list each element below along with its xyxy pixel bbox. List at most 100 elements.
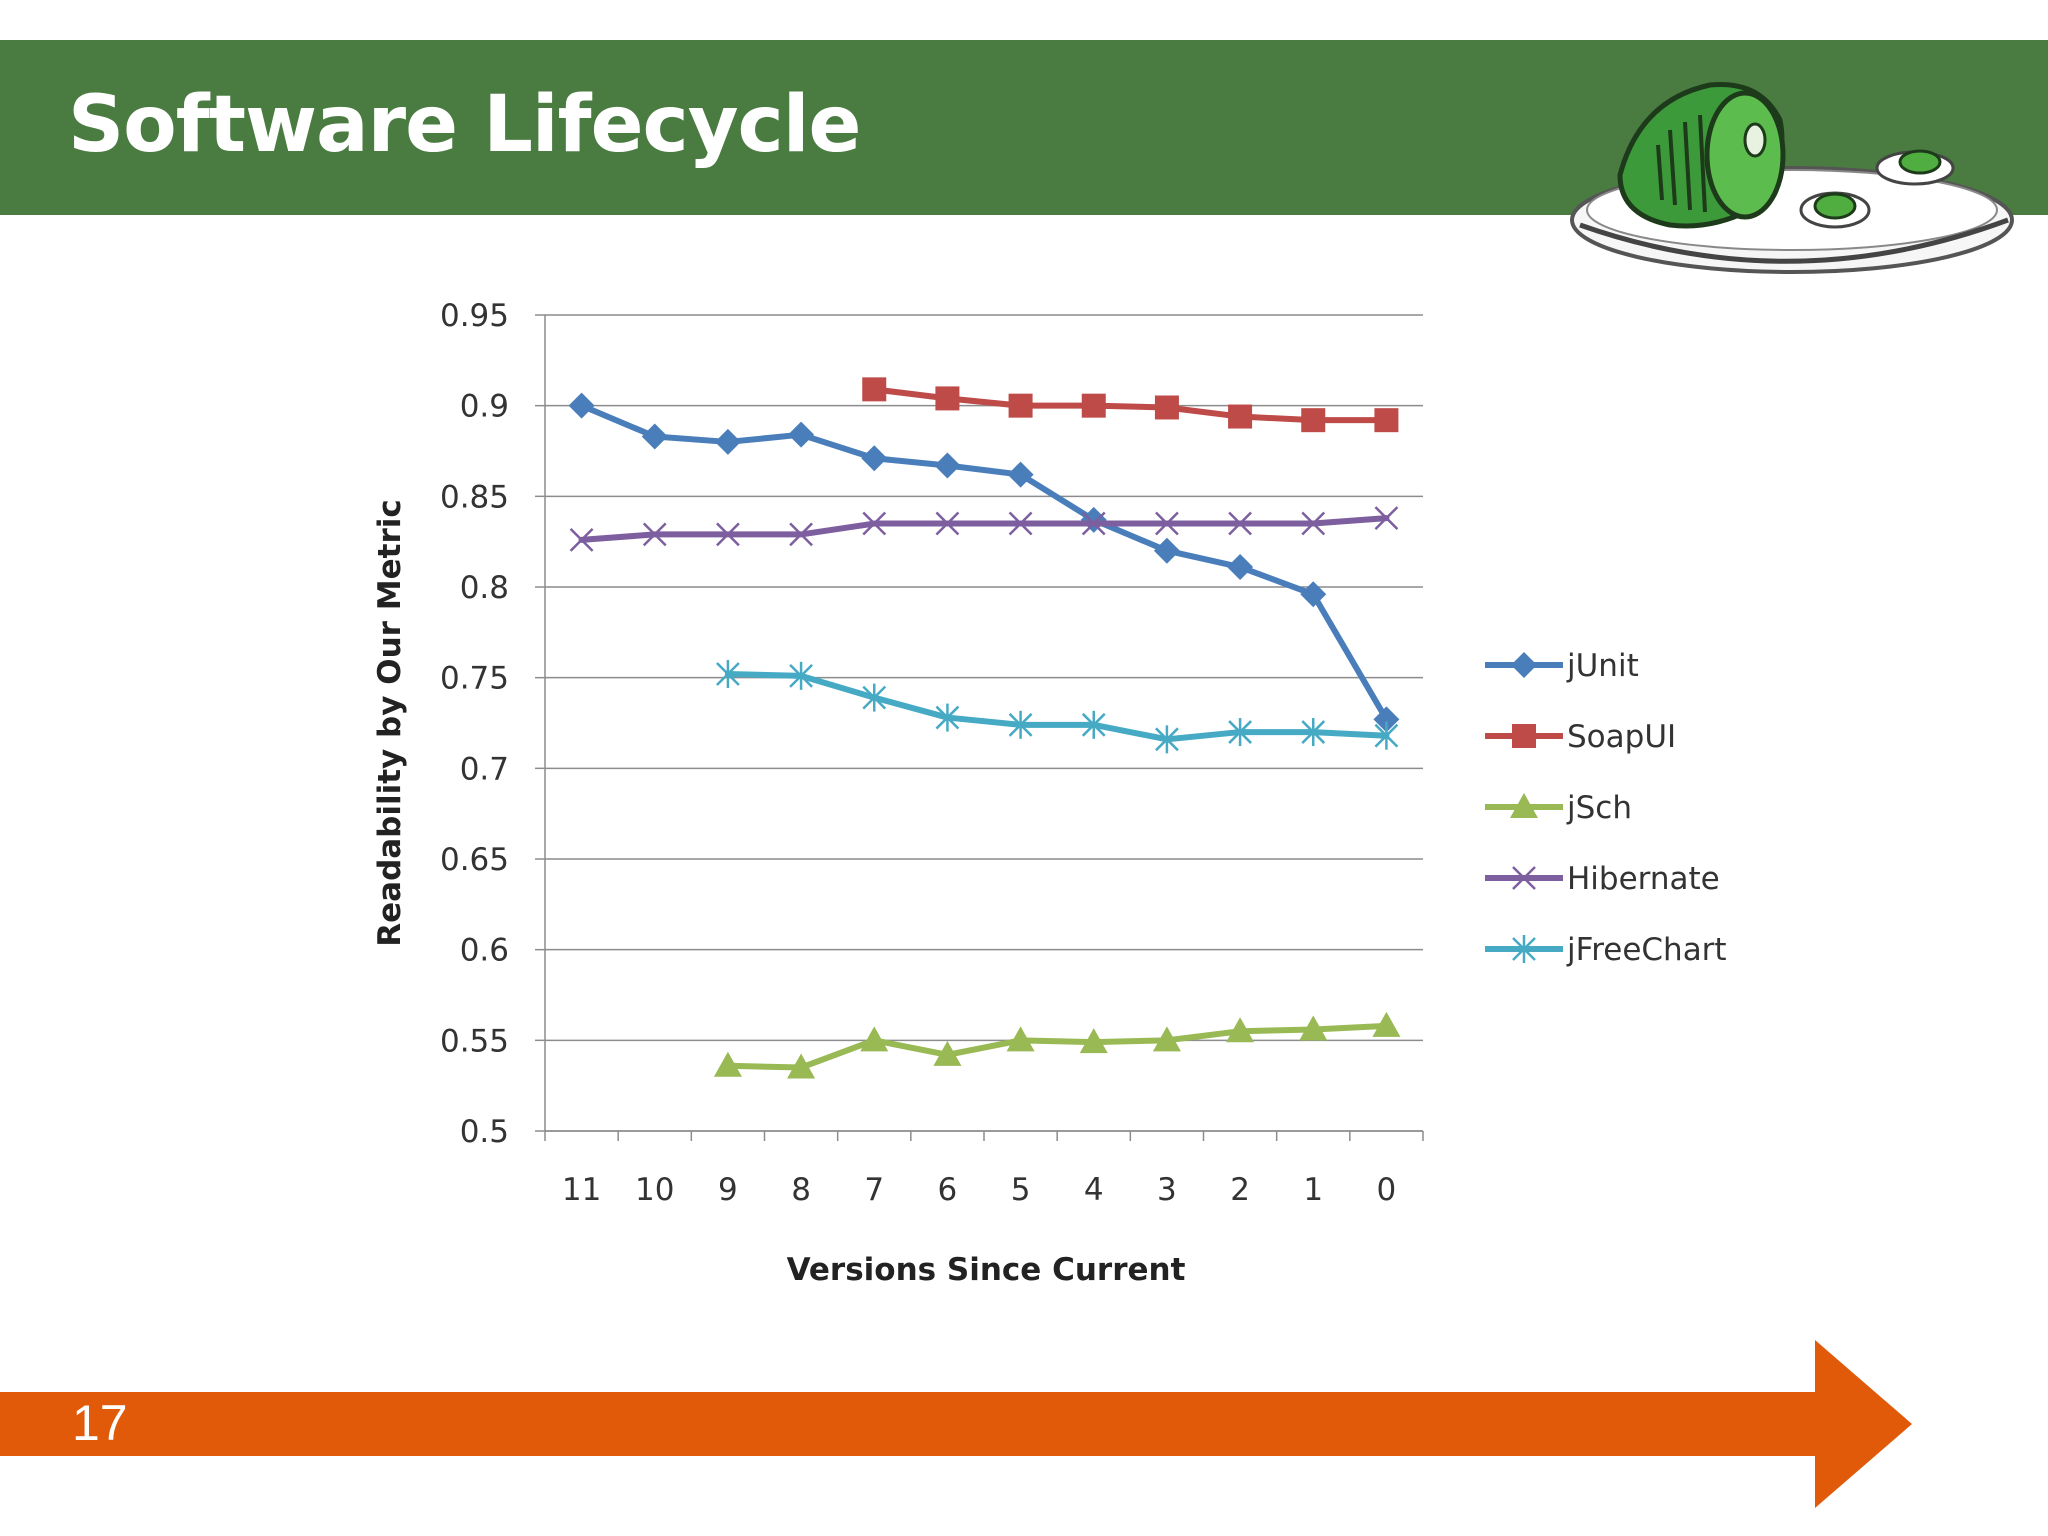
series-junit [568, 392, 1400, 733]
data-point [789, 661, 813, 690]
data-point [860, 1026, 889, 1052]
y-tick-label: 0.5 [460, 1114, 509, 1150]
x-tick-label: 1 [1303, 1172, 1323, 1208]
data-point [862, 511, 887, 536]
x-tick-label: 4 [1084, 1172, 1104, 1208]
series-line [724, 1022, 1390, 1071]
data-point [568, 392, 595, 419]
x-tick-label: 10 [635, 1172, 674, 1208]
data-point [934, 452, 961, 479]
legend-item: SoapUI [1485, 719, 1676, 755]
legend-label: SoapUI [1567, 719, 1676, 755]
y-tick-label: 0.75 [440, 661, 509, 697]
data-point [1301, 718, 1326, 747]
data-point [1228, 718, 1252, 747]
legend-item: Hibernate [1485, 861, 1720, 897]
y-tick-label: 0.7 [460, 751, 509, 787]
legend-label: jUnit [1566, 648, 1639, 684]
page-number: 17 [72, 1395, 128, 1451]
series-line [578, 515, 1390, 543]
progress-arrow [0, 1340, 1912, 1508]
data-point [1081, 710, 1106, 739]
data-point [713, 1051, 742, 1077]
y-tick-label: 0.8 [460, 570, 509, 606]
series-hibernate [569, 506, 1399, 552]
data-point [933, 1040, 962, 1066]
legend-item: jSch [1485, 790, 1632, 826]
data-point [935, 703, 960, 732]
x-axis-title: Versions Since Current [787, 1252, 1186, 1288]
data-point [787, 1053, 816, 1079]
series-lines [568, 377, 1401, 1079]
green-eggs-and-ham-plate-icon [1570, 81, 2014, 274]
x-tick-label: 5 [1011, 1172, 1031, 1208]
y-tick-label: 0.95 [440, 298, 509, 334]
data-point [1155, 511, 1179, 536]
data-point [935, 386, 960, 411]
data-point [1226, 1017, 1255, 1043]
x-tick-label: 11 [562, 1172, 601, 1208]
series-line [578, 402, 1390, 723]
legend-marker [1512, 935, 1536, 963]
data-point [1079, 1028, 1108, 1054]
y-tick-label: 0.65 [440, 842, 509, 878]
y-tick-label: 0.9 [460, 389, 509, 425]
x-tick-label: 9 [718, 1172, 738, 1208]
data-point [1008, 511, 1033, 536]
series-jsch [713, 1011, 1401, 1079]
legend-label: Hibernate [1567, 861, 1720, 897]
data-point [1008, 393, 1033, 418]
data-point [1007, 461, 1034, 488]
legend-marker [1512, 866, 1536, 890]
data-point [1372, 1011, 1401, 1037]
data-point [1373, 706, 1400, 733]
data-point [641, 423, 668, 450]
data-point [862, 377, 887, 402]
legend-marker [1510, 793, 1538, 818]
data-point [862, 683, 887, 712]
data-point [935, 511, 960, 536]
data-point [789, 522, 813, 547]
series-line [724, 671, 1390, 743]
y-axis-title: Readability by Our Metric [372, 499, 408, 947]
series-jfreechart [716, 660, 1399, 754]
x-tick-label: 6 [938, 1172, 958, 1208]
data-point [716, 522, 740, 547]
data-point [861, 445, 888, 472]
y-tick-label: 0.55 [440, 1023, 509, 1059]
x-tick-label: 8 [791, 1172, 811, 1208]
x-tick-label: 7 [864, 1172, 884, 1208]
data-point [1301, 408, 1326, 433]
data-point [569, 527, 594, 552]
data-point [1374, 721, 1399, 750]
data-point [1301, 511, 1326, 536]
legend-marker [1511, 652, 1537, 678]
data-point [1081, 393, 1106, 418]
series-line [871, 386, 1390, 424]
data-point [1006, 1026, 1035, 1052]
data-point [1374, 506, 1399, 530]
data-point [1153, 537, 1180, 564]
data-point [1008, 710, 1033, 739]
data-point [1300, 581, 1327, 608]
data-point [1228, 511, 1252, 536]
data-point [1152, 1026, 1181, 1052]
y-tick-label: 0.85 [440, 479, 509, 515]
data-point [1228, 404, 1253, 429]
legend-item: jUnit [1485, 648, 1639, 684]
data-point [1081, 511, 1106, 536]
data-point [1227, 554, 1254, 581]
legend: jUnit SoapUI jSch Hibernate jFreeChart [1485, 648, 1727, 968]
data-point [642, 522, 667, 547]
y-tick-label: 0.6 [460, 933, 509, 969]
x-tick-label: 2 [1230, 1172, 1250, 1208]
legend-marker [1512, 724, 1536, 748]
data-point [714, 428, 741, 455]
slide-title: Software Lifecycle [68, 80, 861, 170]
data-point [716, 660, 740, 689]
legend-item: jFreeChart [1485, 932, 1727, 968]
data-point [1374, 408, 1399, 433]
legend-label: jSch [1566, 790, 1632, 826]
x-tick-label: 0 [1377, 1172, 1397, 1208]
